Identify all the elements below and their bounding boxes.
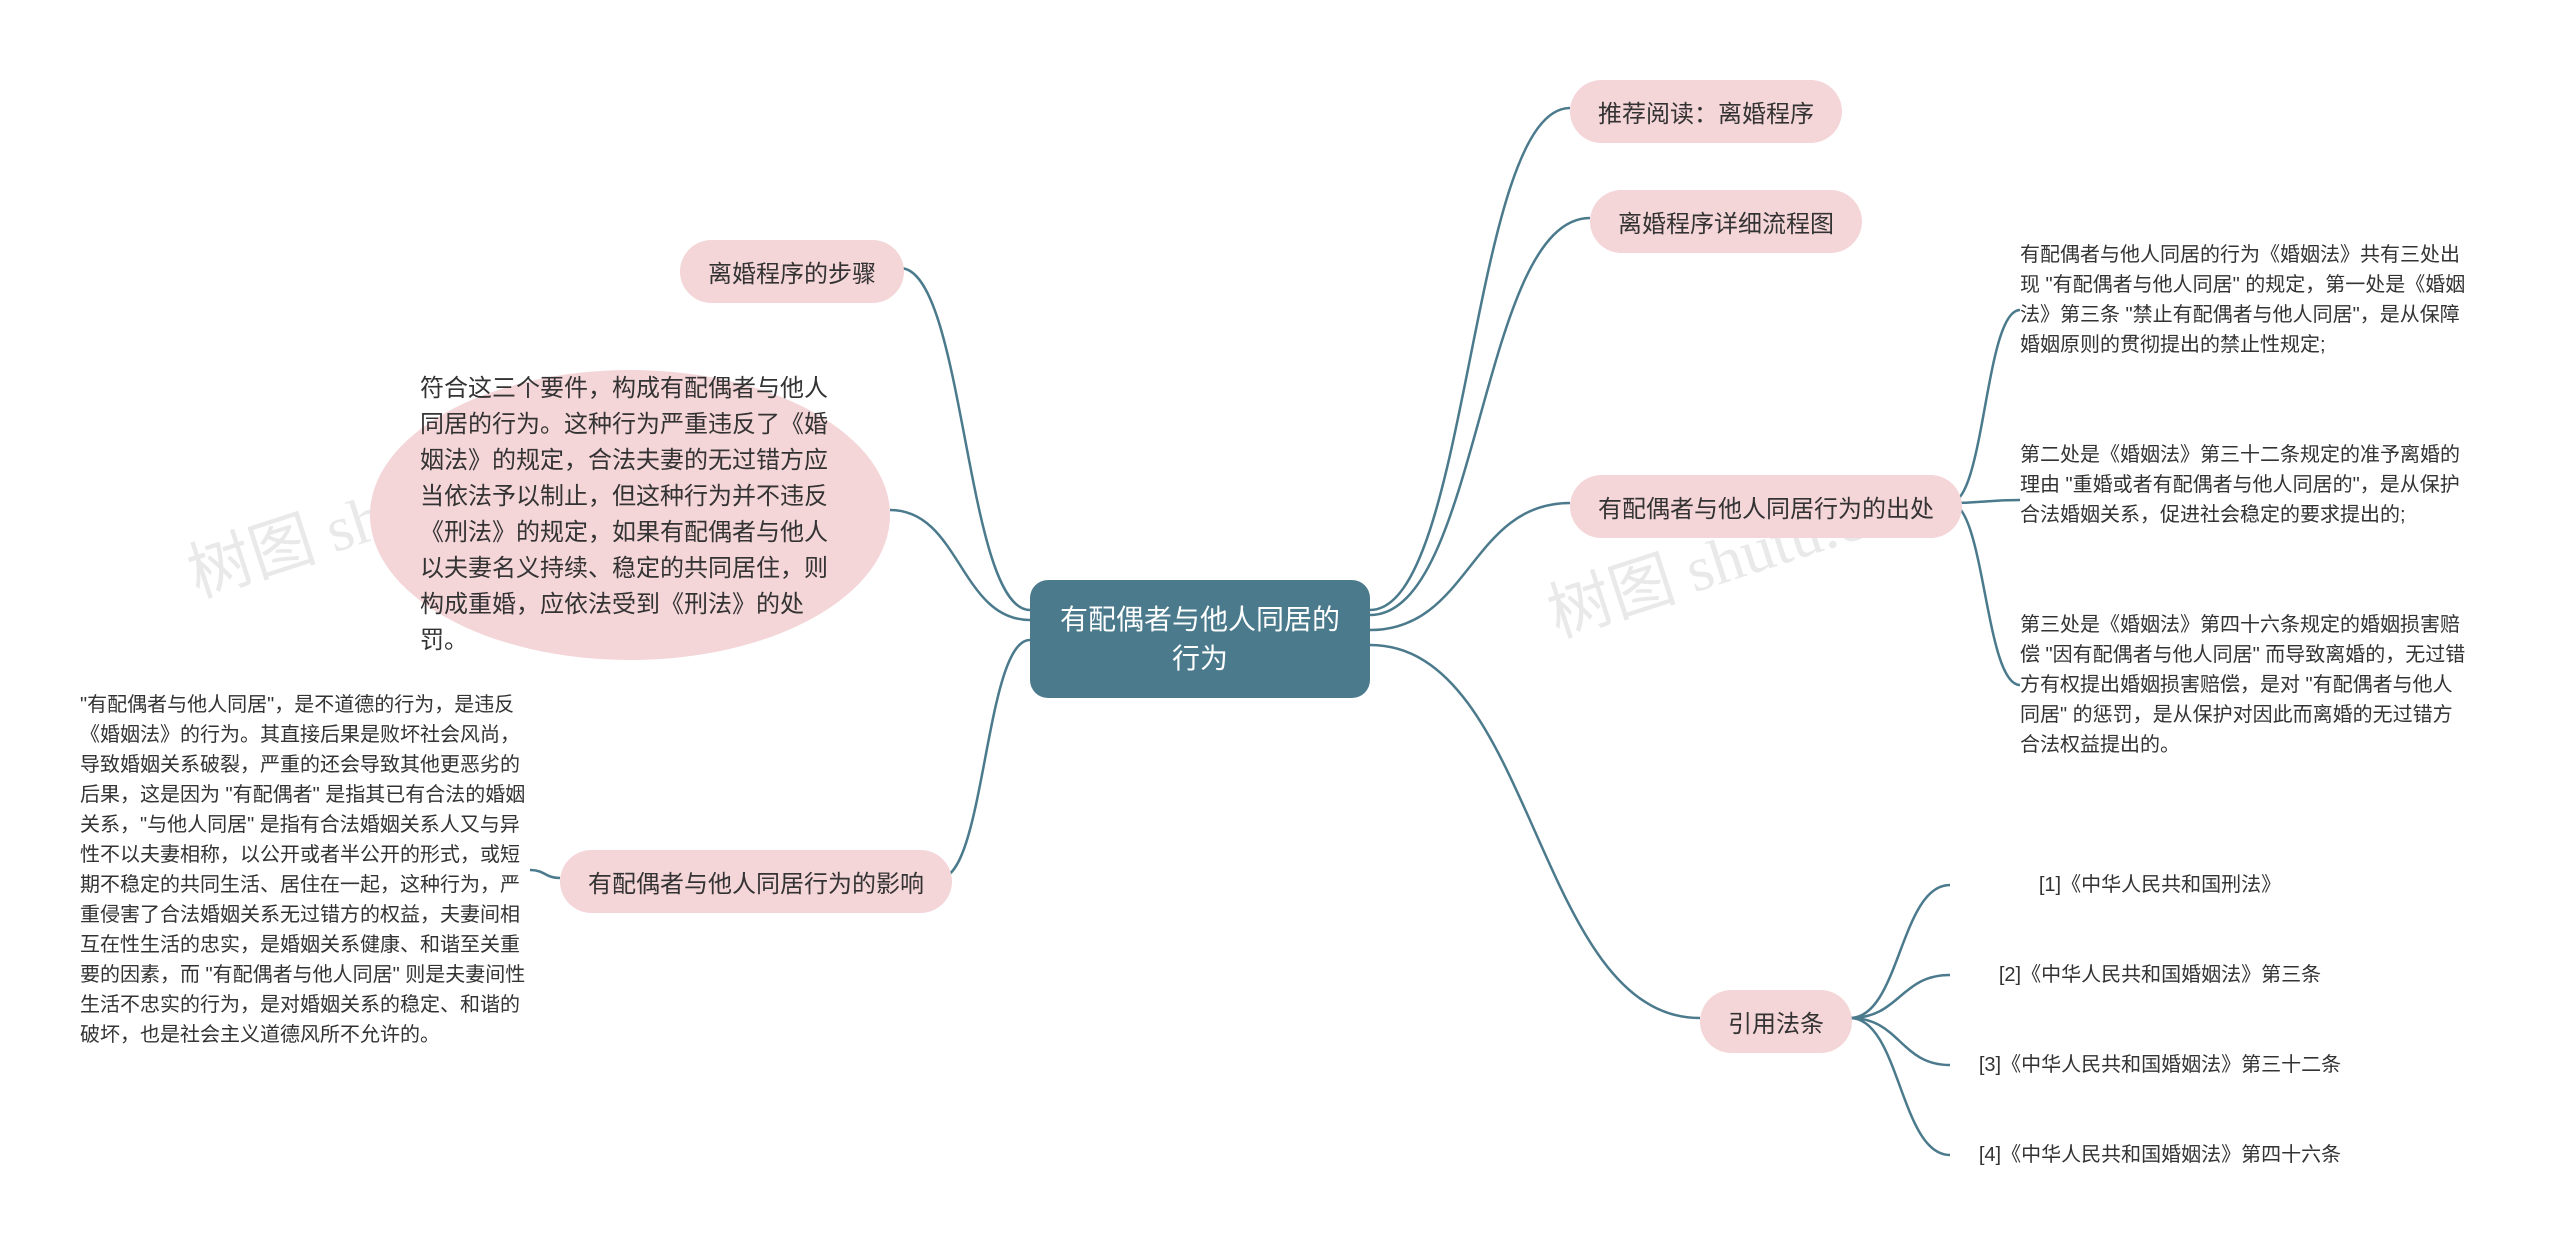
branch-impact-label: 有配偶者与他人同居行为的影响	[588, 864, 924, 899]
leaf-cite-2: [2]《中华人民共和国婚姻法》第三条	[1950, 960, 2370, 990]
leaf-cite-1: [1]《中华人民共和国刑法》	[1950, 870, 2370, 900]
branch-citations-label: 引用法条	[1728, 1004, 1824, 1039]
root-node[interactable]: 有配偶者与他人同居的行为	[1030, 580, 1370, 698]
leaf-cite-3: [3]《中华人民共和国婚姻法》第三十二条	[1950, 1050, 2370, 1080]
branch-impact[interactable]: 有配偶者与他人同居行为的影响	[560, 850, 952, 913]
branch-flowchart[interactable]: 离婚程序详细流程图	[1590, 190, 1862, 253]
branch-recommend-label: 推荐阅读：离婚程序	[1598, 94, 1814, 129]
branch-source[interactable]: 有配偶者与他人同居行为的出处	[1570, 475, 1962, 538]
leaf-impact-text: "有配偶者与他人同居"，是不道德的行为，是违反《婚姻法》的行为。其直接后果是败坏…	[80, 690, 530, 1050]
leaf-source-2: 第二处是《婚姻法》第三十二条规定的准予离婚的理由 "重婚或者有配偶者与他人同居的…	[2020, 440, 2470, 530]
branch-conditions[interactable]: 符合这三个要件，构成有配偶者与他人同居的行为。这种行为严重违反了《婚姻法》的规定…	[370, 370, 890, 660]
branch-source-label: 有配偶者与他人同居行为的出处	[1598, 489, 1934, 524]
leaf-source-1: 有配偶者与他人同居的行为《婚姻法》共有三处出现 "有配偶者与他人同居" 的规定，…	[2020, 240, 2470, 360]
branch-flowchart-label: 离婚程序详细流程图	[1618, 204, 1834, 239]
leaf-source-3: 第三处是《婚姻法》第四十六条规定的婚姻损害赔偿 "因有配偶者与他人同居" 而导致…	[2020, 610, 2470, 760]
root-label: 有配偶者与他人同居的行为	[1060, 600, 1340, 678]
leaf-cite-4: [4]《中华人民共和国婚姻法》第四十六条	[1950, 1140, 2370, 1170]
branch-citations[interactable]: 引用法条	[1700, 990, 1852, 1053]
branch-conditions-label: 符合这三个要件，构成有配偶者与他人同居的行为。这种行为严重违反了《婚姻法》的规定…	[420, 371, 840, 659]
branch-recommend[interactable]: 推荐阅读：离婚程序	[1570, 80, 1842, 143]
branch-steps-label: 离婚程序的步骤	[708, 254, 876, 289]
branch-steps[interactable]: 离婚程序的步骤	[680, 240, 904, 303]
